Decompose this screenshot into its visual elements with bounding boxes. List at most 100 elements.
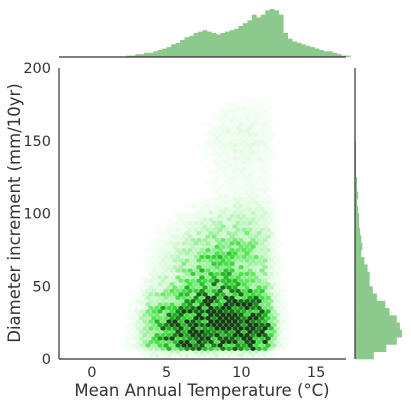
- hex-bin: [214, 292, 220, 297]
- right-histogram-bar: [355, 351, 374, 360]
- hex-bin: [154, 224, 160, 229]
- hex-bin: [163, 268, 169, 273]
- hex-bin: [199, 200, 205, 205]
- hex-bin: [193, 349, 199, 355]
- right-histogram-bar: [355, 264, 368, 272]
- hex-bin: [196, 326, 202, 331]
- hex-bin: [145, 343, 151, 348]
- hex-bin: [175, 247, 181, 253]
- top-histogram-bar: [162, 48, 167, 57]
- hex-bin: [256, 258, 262, 263]
- hex-bin: [172, 264, 178, 270]
- hex-bin: [205, 336, 211, 341]
- hex-bin: [220, 332, 226, 338]
- hex-bin: [253, 336, 259, 341]
- hex-bin: [163, 227, 169, 233]
- hex-bin: [175, 234, 181, 239]
- hex-bin: [196, 271, 202, 277]
- hex-bin: [169, 254, 175, 260]
- hex-bin: [241, 145, 247, 151]
- hex-bin: [139, 329, 145, 335]
- hex-bin: [235, 193, 241, 199]
- hex-bin: [172, 230, 178, 236]
- hex-bin: [217, 261, 223, 267]
- hex-bin: [232, 142, 238, 148]
- hex-bin: [232, 305, 238, 311]
- hex-bin: [220, 217, 226, 222]
- hex-bin: [151, 309, 157, 314]
- hex-bin: [274, 258, 280, 263]
- hex-bin: [256, 162, 262, 168]
- hex-bin: [175, 241, 181, 246]
- hex-bin: [139, 302, 145, 307]
- top-histogram-bar: [211, 33, 217, 57]
- top-histogram-bar: [126, 55, 132, 57]
- hex-bin: [244, 142, 250, 148]
- hex-bin: [172, 312, 178, 318]
- hex-bin: [256, 210, 262, 216]
- hex-bin: [214, 217, 220, 222]
- hex-bin: [223, 139, 229, 144]
- hex-bin: [154, 319, 160, 324]
- hex-bin: [211, 125, 217, 131]
- hex-bin: [184, 244, 190, 250]
- hex-bin: [235, 322, 241, 328]
- hex-bin: [244, 196, 250, 202]
- hex-bin: [166, 346, 172, 352]
- hex-bin: [220, 326, 226, 331]
- hex-bin: [244, 115, 250, 120]
- hex-bin: [250, 305, 256, 311]
- hex-bin: [268, 319, 274, 324]
- hex-bin: [247, 336, 253, 341]
- hex-bin: [214, 237, 220, 243]
- hex-bin: [226, 305, 232, 311]
- x-tick-label: 15: [307, 365, 325, 381]
- hex-bin: [160, 292, 166, 297]
- hex-bin: [232, 162, 238, 168]
- hex-bin: [256, 244, 262, 250]
- hex-bin: [250, 183, 256, 188]
- top-histogram-bar: [278, 14, 284, 57]
- hex-bin: [262, 298, 268, 304]
- hex-bin: [253, 349, 259, 355]
- right-histogram-bar: [355, 228, 361, 236]
- hex-bin: [187, 220, 193, 226]
- hex-bin: [196, 292, 202, 297]
- hex-bin: [157, 254, 163, 260]
- hex-bin: [208, 285, 214, 290]
- hex-bin: [244, 176, 250, 182]
- hex-bin: [286, 326, 292, 331]
- hex-bin: [217, 336, 223, 341]
- hex-bin: [214, 176, 220, 182]
- hex-bin: [166, 312, 172, 318]
- hex-bin: [205, 200, 211, 205]
- hex-bin: [172, 305, 178, 311]
- hex-bin: [223, 322, 229, 328]
- hex-bin: [208, 224, 214, 229]
- hex-bin: [247, 152, 253, 158]
- hex-bin: [274, 298, 280, 304]
- hex-bin: [226, 292, 232, 297]
- right-histogram-bar: [355, 315, 397, 323]
- hex-bin: [223, 275, 229, 280]
- hex-bin: [259, 302, 265, 307]
- hex-bin: [130, 312, 136, 318]
- hex-bin: [184, 271, 190, 277]
- top-histogram-bar: [341, 55, 347, 57]
- hex-bin: [205, 295, 211, 301]
- hex-bin: [277, 309, 283, 314]
- hex-bin: [208, 332, 214, 338]
- hex-bin: [244, 258, 250, 263]
- hex-bin: [241, 281, 247, 287]
- hex-bin: [217, 315, 223, 321]
- hex-bin: [226, 196, 232, 202]
- hex-bin: [253, 173, 259, 178]
- hex-bin: [220, 183, 226, 188]
- hex-bin: [148, 264, 154, 270]
- hex-bin: [229, 281, 235, 287]
- hex-bin: [226, 230, 232, 236]
- hex-bin: [208, 237, 214, 243]
- hex-bin: [214, 326, 220, 331]
- hex-bin: [244, 190, 250, 195]
- hex-bin: [271, 268, 277, 273]
